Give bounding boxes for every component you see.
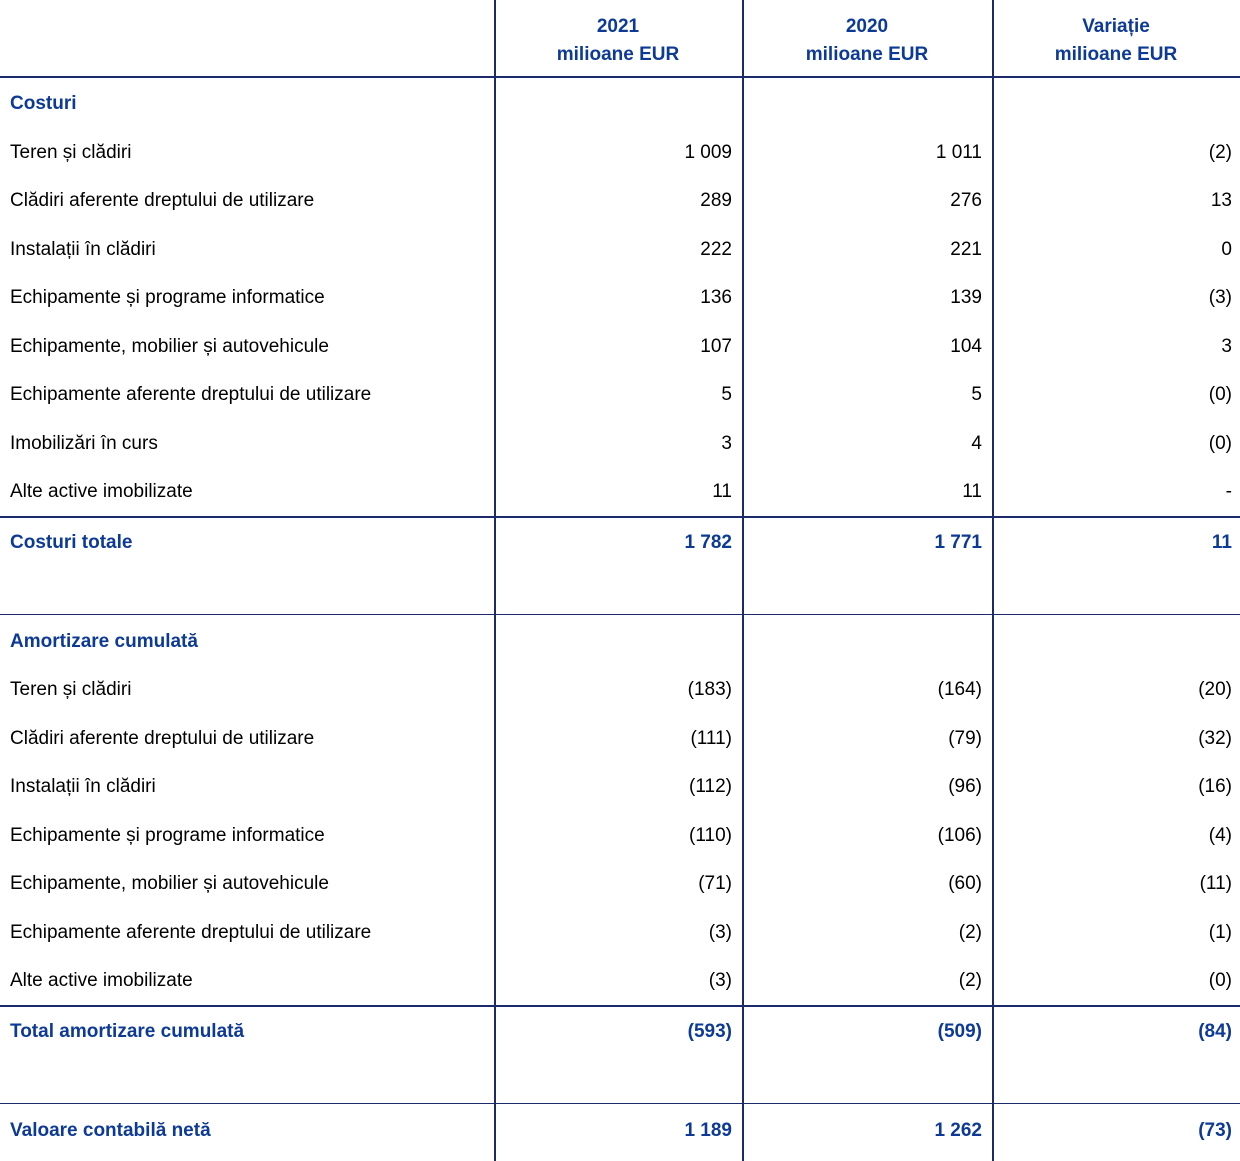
- net-label: Valoare contabilă netă: [10, 1119, 211, 1141]
- column-header: milioane EUR: [805, 44, 929, 65]
- row-label: Imobilizări în curs: [10, 432, 158, 454]
- row-value: 3: [721, 432, 732, 454]
- row-value: (4): [1208, 824, 1232, 846]
- row-value: (0): [1208, 432, 1232, 454]
- row-label: Instalații în clădiri: [10, 238, 156, 260]
- column-divider: [992, 0, 994, 1161]
- column-divider: [494, 0, 496, 1161]
- row-value: 3: [1221, 335, 1232, 357]
- row-value: (3): [708, 970, 732, 991]
- row-value: 222: [700, 238, 732, 260]
- row-value: (16): [1198, 776, 1232, 797]
- row-value: 1 011: [935, 141, 982, 163]
- total-value: 11: [1211, 532, 1232, 553]
- net-value: 1 262: [934, 1119, 982, 1141]
- net-value: 1 189: [684, 1119, 732, 1141]
- row-label: Echipamente, mobilier și autovehicule: [10, 335, 329, 357]
- row-value: 0: [1221, 238, 1232, 260]
- row-value: (71): [698, 873, 732, 894]
- row-value: (183): [687, 679, 732, 700]
- row-value: (32): [1198, 727, 1232, 749]
- row-value: 139: [950, 287, 982, 308]
- row-value: (111): [690, 727, 732, 749]
- row-value: 289: [700, 190, 732, 211]
- row-value: (110): [689, 824, 732, 846]
- row-label: Echipamente și programe informatice: [10, 824, 325, 846]
- row-value: (1): [1208, 921, 1232, 943]
- row-value: (2): [1208, 141, 1232, 163]
- row-value: (60): [948, 873, 982, 894]
- row-value: (11): [1199, 873, 1232, 894]
- total-label: Costuri totale: [10, 532, 133, 553]
- column-header: milioane EUR: [1054, 44, 1178, 65]
- row-value: 276: [950, 190, 982, 211]
- row-value: 11: [712, 481, 732, 502]
- row-label: Alte active imobilizate: [10, 481, 193, 502]
- row-label: Echipamente aferente dreptului de utiliz…: [10, 921, 372, 943]
- row-value: (112): [689, 776, 732, 797]
- row-divider: [0, 1102, 1240, 1104]
- row-label: Alte active imobilizate: [10, 970, 193, 991]
- row-label: Teren și clădiri: [10, 141, 132, 163]
- row-divider: [0, 516, 1240, 518]
- column-header: milioane EUR: [556, 44, 680, 65]
- row-value: (3): [1208, 287, 1232, 308]
- row-divider: [0, 1005, 1240, 1007]
- row-value: -: [1225, 481, 1232, 502]
- row-value: (96): [948, 776, 982, 797]
- row-value: 11: [962, 481, 982, 502]
- row-label: Echipamente, mobilier și autovehicule: [10, 873, 329, 894]
- column-divider: [742, 0, 744, 1161]
- total-value: (509): [937, 1021, 982, 1042]
- row-value: (79): [948, 727, 982, 749]
- column-header: 2021: [596, 16, 640, 37]
- row-value: (106): [937, 824, 982, 846]
- total-value: 1 771: [934, 532, 982, 553]
- row-value: 221: [950, 238, 982, 260]
- row-label: Clădiri aferente dreptului de utilizare: [10, 190, 315, 211]
- row-label: Teren și clădiri: [10, 679, 132, 700]
- section-title: Costuri: [10, 93, 77, 114]
- row-value: 5: [721, 384, 732, 405]
- row-value: 4: [971, 432, 982, 454]
- row-value: (3): [708, 921, 732, 943]
- column-header: Variație: [1082, 16, 1150, 37]
- row-value: (2): [958, 921, 982, 943]
- section-title: Amortizare cumulată: [10, 630, 198, 652]
- row-divider: [0, 76, 1240, 78]
- row-label: Echipamente aferente dreptului de utiliz…: [10, 384, 372, 405]
- column-header: 2020: [845, 16, 889, 37]
- total-value: (84): [1198, 1021, 1232, 1042]
- row-value: 104: [950, 335, 982, 357]
- total-value: 1 782: [684, 532, 732, 553]
- row-value: 13: [1210, 190, 1232, 211]
- row-value: (2): [958, 970, 982, 991]
- row-value: 1 009: [684, 141, 732, 163]
- row-value: 107: [700, 335, 732, 357]
- row-label: Echipamente și programe informatice: [10, 287, 325, 308]
- row-value: (164): [937, 679, 982, 700]
- row-divider: [0, 613, 1240, 615]
- row-value: 136: [700, 287, 732, 308]
- total-value: (593): [687, 1021, 732, 1042]
- row-value: (0): [1208, 384, 1232, 405]
- net-value: (73): [1198, 1119, 1232, 1141]
- total-label: Total amortizare cumulată: [10, 1021, 245, 1042]
- row-value: (0): [1208, 970, 1232, 991]
- row-value: (20): [1198, 679, 1232, 700]
- row-label: Clădiri aferente dreptului de utilizare: [10, 727, 315, 749]
- row-value: 5: [971, 384, 982, 405]
- row-label: Instalații în clădiri: [10, 776, 156, 797]
